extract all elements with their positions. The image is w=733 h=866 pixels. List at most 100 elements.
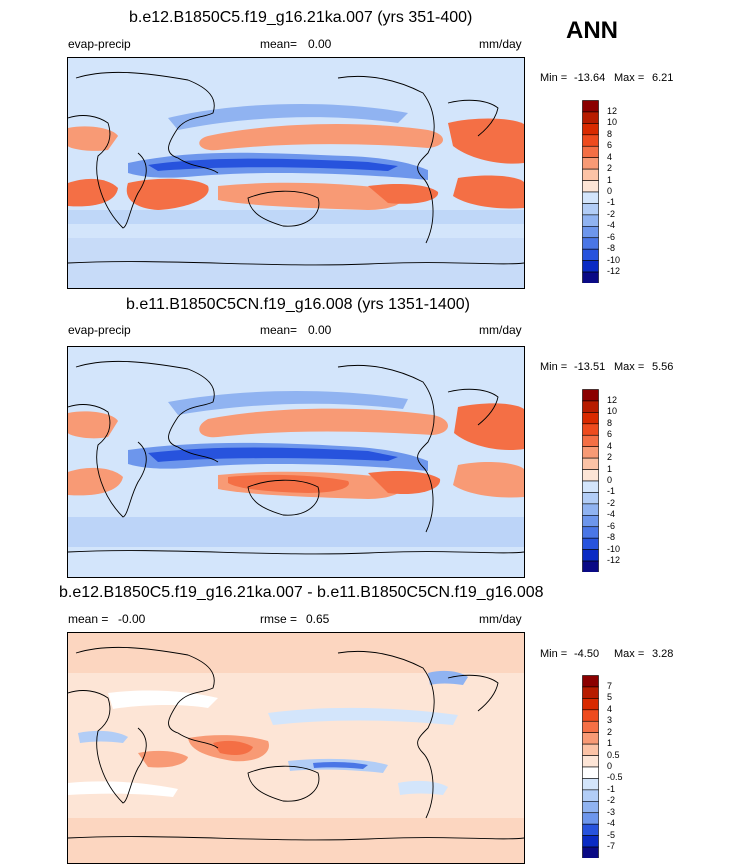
colorbar-swatch bbox=[582, 412, 599, 425]
colorbar-swatch bbox=[582, 720, 599, 733]
colorbar-level-label: -10 bbox=[607, 254, 621, 265]
colorbar-level-label: -3 bbox=[607, 806, 616, 817]
panel-1-units: mm/day bbox=[479, 37, 522, 51]
colorbar-level-label: -12 bbox=[607, 555, 621, 566]
colorbar-swatch bbox=[582, 801, 599, 814]
colorbar-swatch bbox=[582, 123, 599, 136]
colorbar-level-label: -1 bbox=[607, 486, 616, 497]
colorbar-swatch bbox=[582, 191, 599, 204]
colorbar-level-label: 4 bbox=[607, 440, 613, 451]
panel-1-map bbox=[67, 57, 525, 289]
colorbar-swatch bbox=[582, 823, 599, 836]
panel-2-min-label: Min = bbox=[540, 361, 568, 373]
colorbar-swatch bbox=[582, 111, 599, 124]
panel-2-title: b.e11.B1850C5CN.f19_g16.008 (yrs 1351-14… bbox=[126, 296, 470, 313]
colorbar-level-label: 12 bbox=[607, 394, 618, 405]
colorbar-swatch bbox=[582, 492, 599, 505]
colorbar-swatch bbox=[582, 560, 599, 573]
colorbar-swatch bbox=[582, 743, 599, 756]
panel-1-max-label: Max = bbox=[614, 72, 645, 84]
panel-3-mean-label: mean = bbox=[68, 612, 109, 626]
colorbar-level-label: 12 bbox=[607, 105, 618, 116]
colorbar-swatch bbox=[582, 469, 599, 482]
colorbar-svg bbox=[582, 675, 599, 859]
panel-1-min-label: Min = bbox=[540, 72, 568, 84]
season-label: ANN bbox=[566, 17, 618, 44]
panel-2-max-label: Max = bbox=[614, 361, 645, 373]
colorbar-swatch bbox=[582, 812, 599, 825]
colorbar-swatch bbox=[582, 180, 599, 193]
colorbar-level-label: 1 bbox=[607, 174, 613, 185]
panel-2-variable: evap-precip bbox=[68, 323, 131, 337]
colorbar-level-label: -1 bbox=[607, 197, 616, 208]
panel-2-units: mm/day bbox=[479, 323, 522, 337]
panel-3-min-label: Min = bbox=[540, 648, 568, 660]
colorbar-swatch bbox=[582, 145, 599, 158]
colorbar-level-label: 6 bbox=[607, 140, 613, 151]
colorbar-level-label: 1 bbox=[607, 463, 613, 474]
colorbar-swatch bbox=[582, 271, 599, 284]
colorbar-level-label: 8 bbox=[607, 128, 613, 139]
colorbar-swatch bbox=[582, 446, 599, 459]
colorbar-level-label: -10 bbox=[607, 543, 621, 554]
panel-3-max-label: Max = bbox=[614, 648, 645, 660]
colorbar-level-label: 5 bbox=[607, 692, 613, 703]
panel-2-min-value: -13.51 bbox=[574, 361, 606, 373]
colorbar-swatch bbox=[582, 846, 599, 859]
colorbar-swatch bbox=[582, 755, 599, 768]
colorbar-swatch bbox=[582, 698, 599, 711]
colorbar-level-label: 4 bbox=[607, 703, 613, 714]
panel-1-min-value: -13.64 bbox=[574, 72, 606, 84]
colorbar-level-label: 10 bbox=[607, 117, 618, 128]
colorbar-swatch bbox=[582, 709, 599, 722]
colorbar-level-label: -1 bbox=[607, 783, 616, 794]
colorbar-swatch bbox=[582, 214, 599, 227]
colorbar-level-label: 0 bbox=[607, 761, 613, 771]
panel-2-map bbox=[67, 346, 525, 578]
colorbar-swatch bbox=[582, 168, 599, 181]
colorbar-swatch bbox=[582, 237, 599, 250]
colorbar-swatch bbox=[582, 480, 599, 493]
colorbar-swatch bbox=[582, 389, 599, 402]
colorbar-level-label: 0 bbox=[607, 475, 613, 485]
colorbar-level-label: -6 bbox=[607, 520, 616, 531]
colorbar-level-label: -4 bbox=[607, 509, 616, 520]
colorbar-level-label: 6 bbox=[607, 429, 613, 440]
colorbar-level-label: 0 bbox=[607, 186, 613, 196]
colorbar-swatch bbox=[582, 423, 599, 436]
colorbar-swatch bbox=[582, 503, 599, 516]
panel-3-title: b.e12.B1850C5.f19_g16.21ka.007 - b.e11.B… bbox=[59, 584, 544, 601]
panel-2-mean-value: 0.00 bbox=[308, 323, 332, 337]
colorbar-level-label: 10 bbox=[607, 406, 618, 417]
panel-1-max-value: 6.21 bbox=[652, 72, 674, 84]
panel-1-variable: evap-precip bbox=[68, 37, 131, 51]
colorbar-level-label: 2 bbox=[607, 452, 613, 463]
panel-1-mean-value: 0.00 bbox=[308, 37, 332, 51]
panel-1-mean-label: mean= bbox=[260, 37, 298, 51]
panel-2-colorbar bbox=[582, 389, 599, 573]
panel-3-max-value: 3.28 bbox=[652, 648, 674, 660]
panel-3-rmse-value: 0.65 bbox=[306, 612, 330, 626]
panel-1-colorbar bbox=[582, 100, 599, 284]
panel-3-rmse-label: rmse = bbox=[260, 612, 298, 626]
colorbar-level-label: 0.5 bbox=[607, 749, 620, 760]
colorbar-level-label: -12 bbox=[607, 266, 621, 277]
colorbar-swatch bbox=[582, 515, 599, 528]
colorbar-level-label: 4 bbox=[607, 151, 613, 162]
colorbar-swatch bbox=[582, 549, 599, 562]
colorbar-swatch bbox=[582, 732, 599, 745]
colorbar-level-label: -8 bbox=[607, 243, 616, 254]
panel-1-title: b.e12.B1850C5.f19_g16.21ka.007 (yrs 351-… bbox=[129, 9, 473, 26]
colorbar-swatch bbox=[582, 778, 599, 791]
colorbar-level-label: 2 bbox=[607, 163, 613, 174]
colorbar-svg bbox=[582, 389, 599, 573]
colorbar-swatch bbox=[582, 457, 599, 470]
colorbar-level-label: 3 bbox=[607, 715, 613, 726]
colorbar-level-label: -4 bbox=[607, 220, 616, 231]
colorbar-swatch bbox=[582, 675, 599, 688]
colorbar-level-label: -2 bbox=[607, 208, 616, 219]
colorbar-swatch bbox=[582, 226, 599, 239]
colorbar-svg bbox=[582, 100, 599, 284]
colorbar-swatch bbox=[582, 686, 599, 699]
colorbar-level-label: 7 bbox=[607, 680, 613, 691]
